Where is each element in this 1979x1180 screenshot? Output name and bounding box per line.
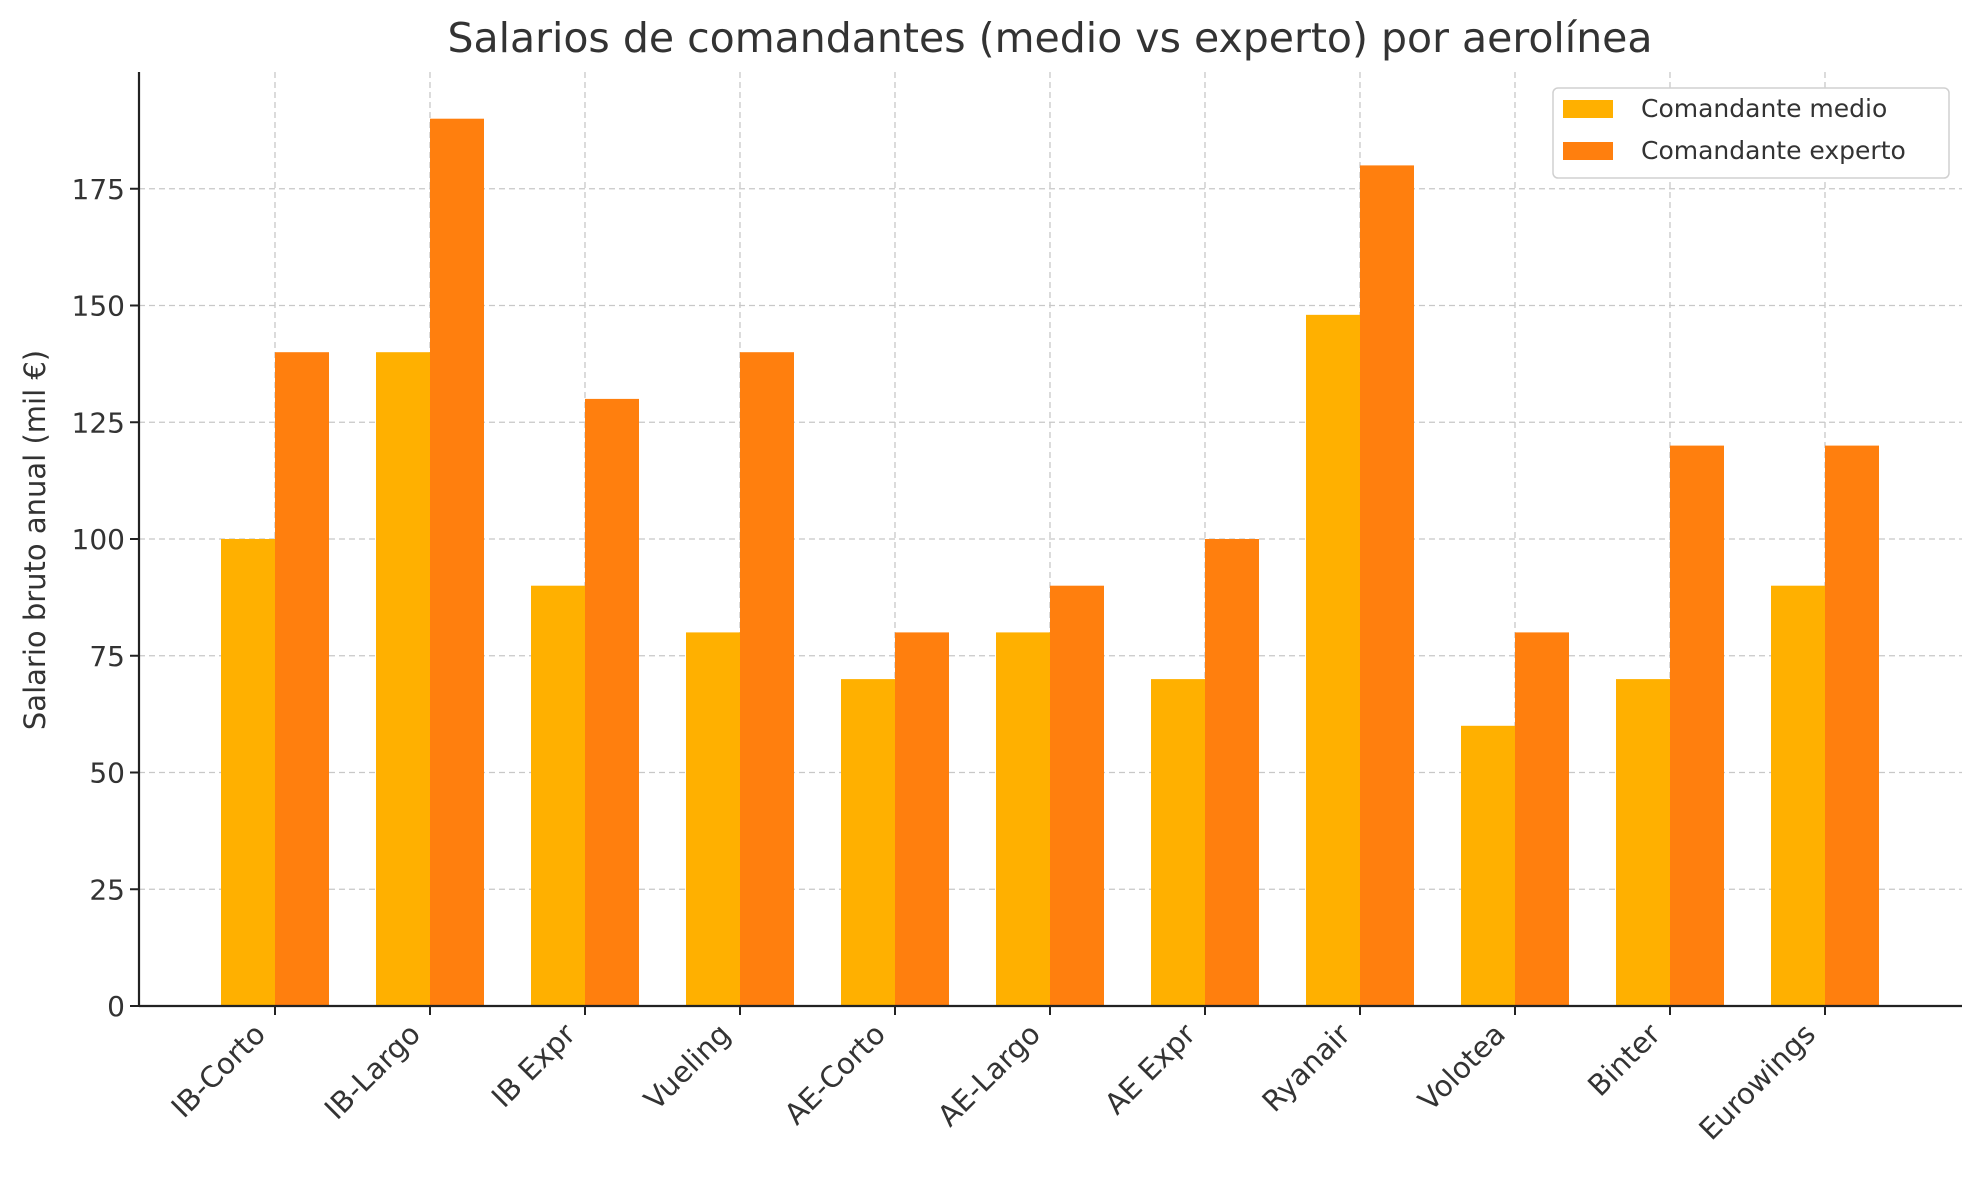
bar-medio <box>221 539 275 1006</box>
bar-experto <box>275 352 329 1006</box>
bar-experto <box>585 398 639 1006</box>
x-tick-label: Vueling <box>637 1017 737 1117</box>
y-tick-label: 100 <box>72 523 125 556</box>
legend-swatch <box>1563 142 1613 160</box>
x-tick-label: IB Expr <box>485 1017 582 1114</box>
x-axis-tick-labels: IB-Corto IB-Largo IB Expr Vueling AE-Corto AE… <box>165 1017 1822 1147</box>
bar-experto <box>740 352 794 1006</box>
y-tick-label: 75 <box>89 640 125 673</box>
chart-title: Salarios de comandantes (medio vs expert… <box>447 14 1652 62</box>
bar-experto <box>1670 445 1724 1007</box>
x-tick-label: AE Expr <box>1098 1017 1202 1121</box>
axes <box>130 72 1962 1015</box>
y-axis-label: Salario bruto anual (mil €) <box>18 350 52 730</box>
bar-experto <box>1360 165 1414 1006</box>
bar-experto <box>1515 632 1569 1006</box>
bar-medio <box>376 352 430 1006</box>
y-tick-label: 25 <box>89 873 125 906</box>
y-tick-label: 150 <box>72 290 125 323</box>
bar-medio <box>1151 679 1205 1006</box>
bar-medio <box>1306 314 1360 1007</box>
bar-medio <box>686 632 740 1006</box>
x-tick-label: AE-Largo <box>931 1017 1047 1133</box>
bar-medio <box>1461 725 1515 1006</box>
bar-experto <box>430 118 484 1006</box>
y-tick-label: 125 <box>72 406 125 439</box>
y-tick-label: 175 <box>72 173 125 206</box>
x-tick-label: Volotea <box>1411 1017 1511 1117</box>
legend-label: Comandante medio <box>1641 94 1887 123</box>
y-tick-label: 50 <box>89 757 125 790</box>
bar-medio <box>841 679 895 1006</box>
bar-medio <box>1616 679 1670 1006</box>
y-axis-tick-labels: 0 25 50 75 100 125 150 175 <box>72 173 125 1023</box>
bar-experto <box>895 632 949 1006</box>
x-tick-label: Binter <box>1581 1017 1667 1103</box>
x-tick-label: IB-Largo <box>318 1017 427 1126</box>
bar-medio <box>531 585 585 1006</box>
legend-label: Comandante experto <box>1641 136 1906 165</box>
bar-medio <box>1771 585 1825 1006</box>
x-tick-label: AE-Corto <box>778 1017 892 1131</box>
bar-experto <box>1205 539 1259 1006</box>
legend: Comandante medio Comandante experto <box>1552 87 1950 179</box>
x-tick-label: IB-Corto <box>165 1017 272 1124</box>
bar-experto <box>1825 445 1879 1007</box>
bar-medio <box>996 632 1050 1006</box>
legend-swatch <box>1563 100 1613 118</box>
y-tick-label: 0 <box>107 990 125 1023</box>
x-tick-label: Ryanair <box>1255 1017 1357 1119</box>
x-tick-label: Eurowings <box>1692 1017 1822 1147</box>
bars <box>221 118 1879 1007</box>
legend-frame <box>1552 87 1950 179</box>
bar-experto <box>1050 585 1104 1006</box>
